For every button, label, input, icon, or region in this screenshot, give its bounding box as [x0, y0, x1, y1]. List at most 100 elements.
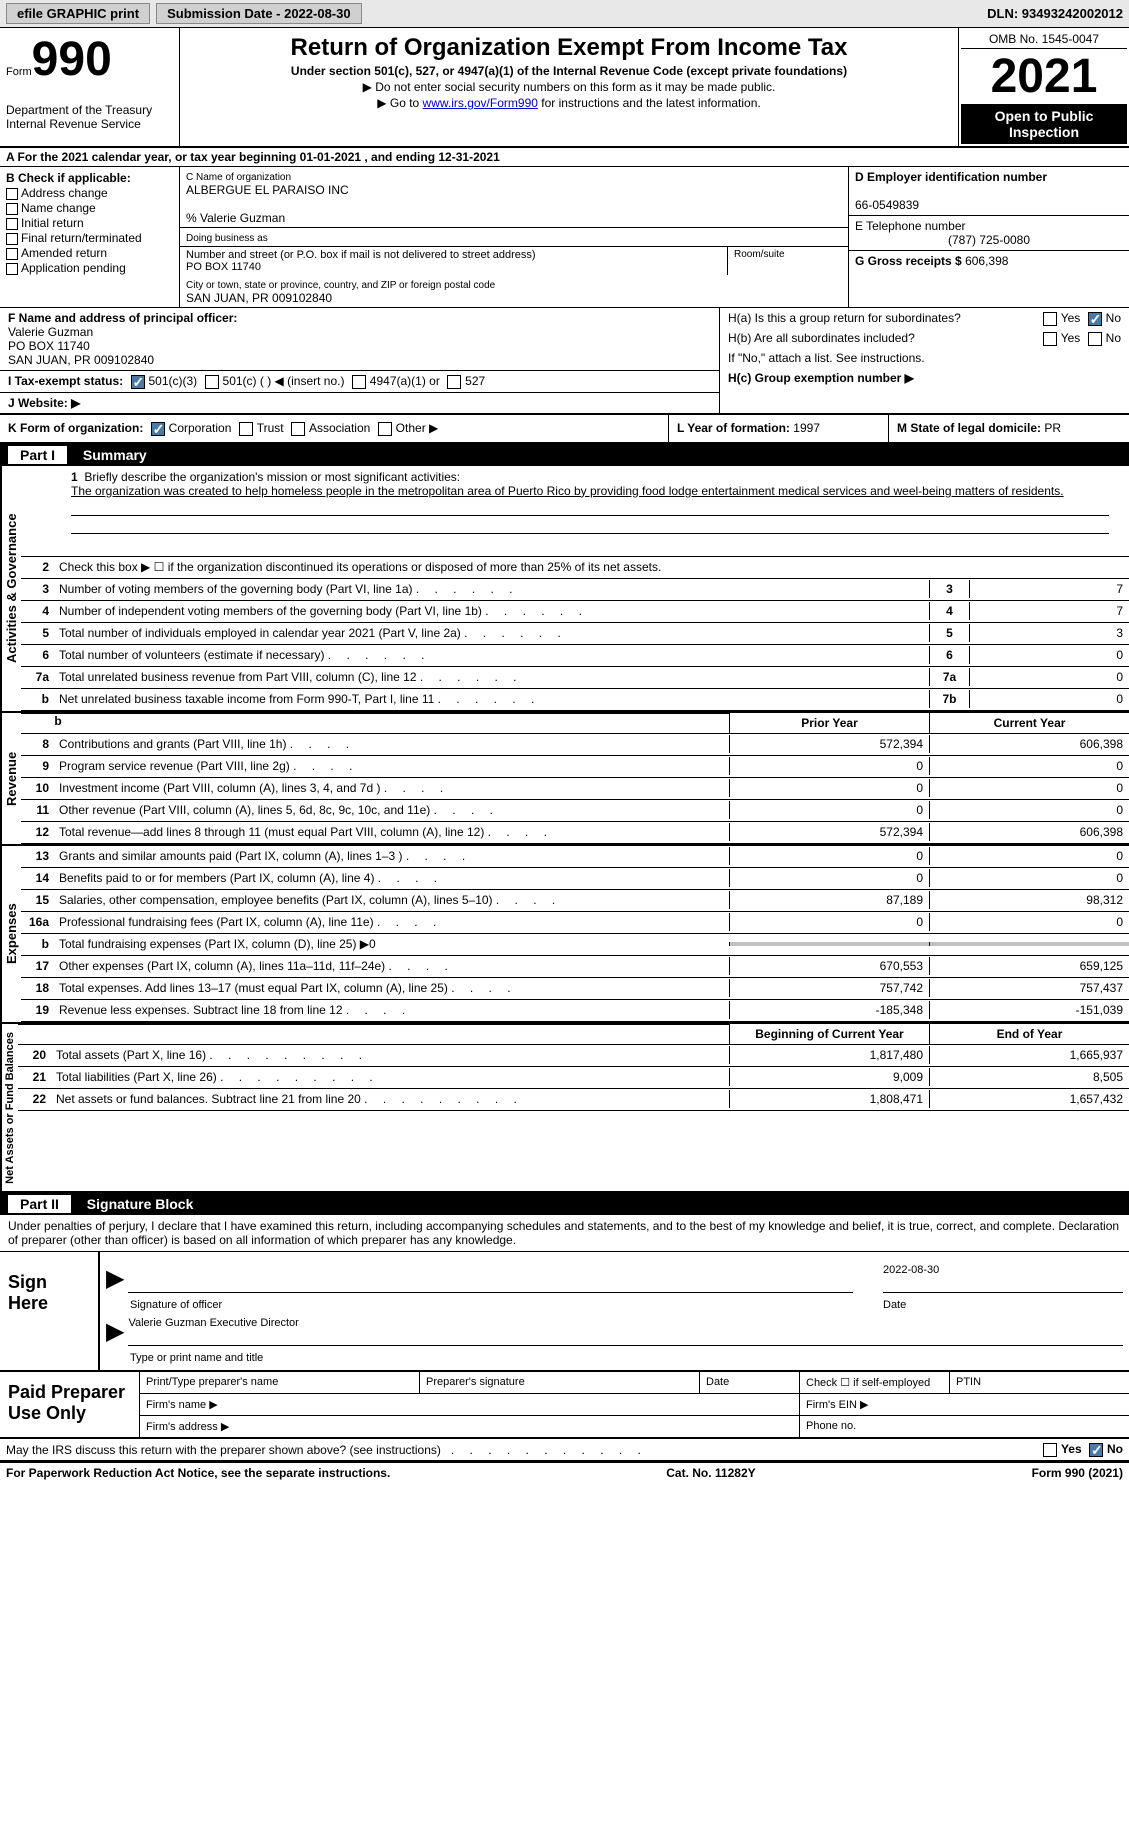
vtab-expenses: Expenses: [0, 846, 21, 1022]
form-header: Form990 Department of the Treasury Inter…: [0, 28, 1129, 148]
current-year-header: Current Year: [929, 713, 1129, 733]
sign-here-block: Sign Here ▶ 2022-08-30 Signature of offi…: [0, 1252, 1129, 1372]
hb-yes[interactable]: [1043, 332, 1057, 346]
l-year-formation: L Year of formation: 1997: [669, 415, 889, 442]
chk-amended-return[interactable]: Amended return: [6, 246, 173, 260]
form-subtitle: Under section 501(c), 527, or 4947(a)(1)…: [188, 64, 950, 78]
col-b-label: B Check if applicable:: [6, 171, 173, 185]
expense-line-15: 15Salaries, other compensation, employee…: [21, 890, 1129, 912]
entity-block: B Check if applicable: Address change Na…: [0, 167, 1129, 308]
j-website: J Website: ▶: [0, 393, 719, 413]
ein-label: D Employer identification number: [855, 170, 1047, 184]
ha-no[interactable]: [1088, 312, 1102, 326]
na-line-20: 20Total assets (Part X, line 16) . . . .…: [18, 1045, 1129, 1067]
officer-name-title: Valerie Guzman Executive Director: [128, 1317, 298, 1329]
irs-form990-link[interactable]: www.irs.gov/Form990: [423, 96, 538, 110]
h-block: H(a) Is this a group return for subordin…: [720, 308, 1129, 413]
type-name-label: Type or print name and title: [130, 1352, 1123, 1364]
summary-net-assets: Net Assets or Fund Balances Beginning of…: [0, 1024, 1129, 1194]
chk-527[interactable]: [447, 375, 461, 389]
chk-application-pending[interactable]: Application pending: [6, 261, 173, 275]
l-value: 1997: [793, 421, 820, 435]
part1-title: Summary: [83, 447, 147, 463]
chk-name-change[interactable]: Name change: [6, 201, 173, 215]
row-a-calendar-year: A For the 2021 calendar year, or tax yea…: [0, 148, 1129, 167]
part1-header: Part I Summary: [0, 444, 1129, 466]
chk-association[interactable]: [291, 422, 305, 436]
gross-receipts-value: 606,398: [965, 254, 1008, 268]
efile-print-button[interactable]: efile GRAPHIC print: [6, 3, 150, 24]
prior-year-header: Prior Year: [729, 713, 929, 733]
chk-other[interactable]: [378, 422, 392, 436]
room-suite-label: Room/suite: [728, 247, 848, 275]
part1-label: Part I: [8, 446, 67, 464]
form-word: Form: [6, 66, 32, 78]
m-state-domicile: M State of legal domicile: PR: [889, 415, 1129, 442]
print-name-label: Print/Type preparer's name: [140, 1372, 420, 1393]
header-left: Form990 Department of the Treasury Inter…: [0, 28, 180, 146]
j-label: J Website: ▶: [8, 396, 80, 410]
discuss-yes[interactable]: [1043, 1443, 1057, 1457]
sig-date-label: Date: [883, 1299, 1123, 1311]
name-label: C Name of organization: [186, 172, 291, 183]
expense-line-18: 18Total expenses. Add lines 13–17 (must …: [21, 978, 1129, 1000]
summary-expenses: Expenses 13Grants and similar amounts pa…: [0, 846, 1129, 1024]
discuss-no[interactable]: [1089, 1443, 1103, 1457]
ha-yes[interactable]: [1043, 312, 1057, 326]
form-number: 990: [32, 33, 112, 86]
expense-line-13: 13Grants and similar amounts paid (Part …: [21, 846, 1129, 868]
sign-here-label: Sign Here: [0, 1252, 100, 1370]
sig-officer-label: Signature of officer: [130, 1299, 883, 1311]
na-col-headers: Beginning of Current Year End of Year: [18, 1024, 1129, 1045]
gov-line-3: 3Number of voting members of the governi…: [21, 579, 1129, 601]
expense-line-19: 19Revenue less expenses. Subtract line 1…: [21, 1000, 1129, 1022]
check-self-employed: Check ☐ if self-employed: [800, 1372, 950, 1393]
mission-text: The organization was created to help hom…: [71, 484, 1064, 498]
firm-ein-label: Firm's EIN ▶: [800, 1394, 1129, 1415]
summary-revenue: Revenue b Prior Year Current Year 8Contr…: [0, 713, 1129, 846]
chk-address-change[interactable]: Address change: [6, 186, 173, 200]
k-form-of-org: K Form of organization: Corporation Trus…: [0, 415, 669, 442]
chk-4947a1[interactable]: [352, 375, 366, 389]
goto-line: ▶ Go to www.irs.gov/Form990 for instruct…: [188, 96, 950, 110]
end-year-header: End of Year: [929, 1024, 1129, 1044]
dln-label: DLN: 93493242002012: [987, 6, 1123, 21]
part2-header: Part II Signature Block: [0, 1193, 1129, 1215]
chk-corporation[interactable]: [151, 422, 165, 436]
cat-number: Cat. No. 11282Y: [666, 1466, 755, 1480]
goto-suffix: for instructions and the latest informat…: [538, 96, 761, 110]
expense-line-17: 17Other expenses (Part IX, column (A), l…: [21, 956, 1129, 978]
chk-initial-return[interactable]: Initial return: [6, 216, 173, 230]
vtab-net-assets: Net Assets or Fund Balances: [0, 1024, 18, 1192]
submission-date-button[interactable]: Submission Date - 2022-08-30: [156, 3, 362, 24]
preparer-date-label: Date: [700, 1372, 800, 1393]
footer: For Paperwork Reduction Act Notice, see …: [0, 1461, 1129, 1483]
paid-preparer-block: Paid Preparer Use Only Print/Type prepar…: [0, 1372, 1129, 1439]
klm-block: K Form of organization: Corporation Trus…: [0, 415, 1129, 444]
chk-501c3[interactable]: [131, 375, 145, 389]
gov-line-4: 4Number of independent voting members of…: [21, 601, 1129, 623]
city-value: SAN JUAN, PR 009102840: [186, 291, 332, 305]
hb-no[interactable]: [1088, 332, 1102, 346]
chk-final-return[interactable]: Final return/terminated: [6, 231, 173, 245]
fgh-block: F Name and address of principal officer:…: [0, 308, 1129, 415]
vtab-revenue: Revenue: [0, 713, 21, 844]
f-principal-officer: F Name and address of principal officer:…: [0, 308, 719, 371]
gov-line-7a: 7aTotal unrelated business revenue from …: [21, 667, 1129, 689]
sig-date-value: 2022-08-30: [883, 1264, 939, 1276]
expense-line-16a: 16aProfessional fundraising fees (Part I…: [21, 912, 1129, 934]
na-line-21: 21Total liabilities (Part X, line 26) . …: [18, 1067, 1129, 1089]
revenue-line-10: 10Investment income (Part VIII, column (…: [21, 778, 1129, 800]
open-to-public: Open to Public Inspection: [961, 104, 1127, 144]
street-label: Number and street (or P.O. box if mail i…: [186, 249, 536, 261]
chk-trust[interactable]: [239, 422, 253, 436]
care-of: % Valerie Guzman: [186, 211, 285, 225]
paid-preparer-label: Paid Preparer Use Only: [0, 1372, 140, 1437]
col-c-name-address: C Name of organization ALBERGUE EL PARAI…: [180, 167, 849, 307]
m-value: PR: [1044, 421, 1061, 435]
gov-line-7b: bNet unrelated business taxable income f…: [21, 689, 1129, 711]
firm-address-label: Firm's address ▶: [140, 1416, 800, 1437]
preparer-row2: Firm's name ▶ Firm's EIN ▶: [140, 1394, 1129, 1416]
chk-501c[interactable]: [205, 375, 219, 389]
street-value: PO BOX 11740: [186, 261, 261, 273]
